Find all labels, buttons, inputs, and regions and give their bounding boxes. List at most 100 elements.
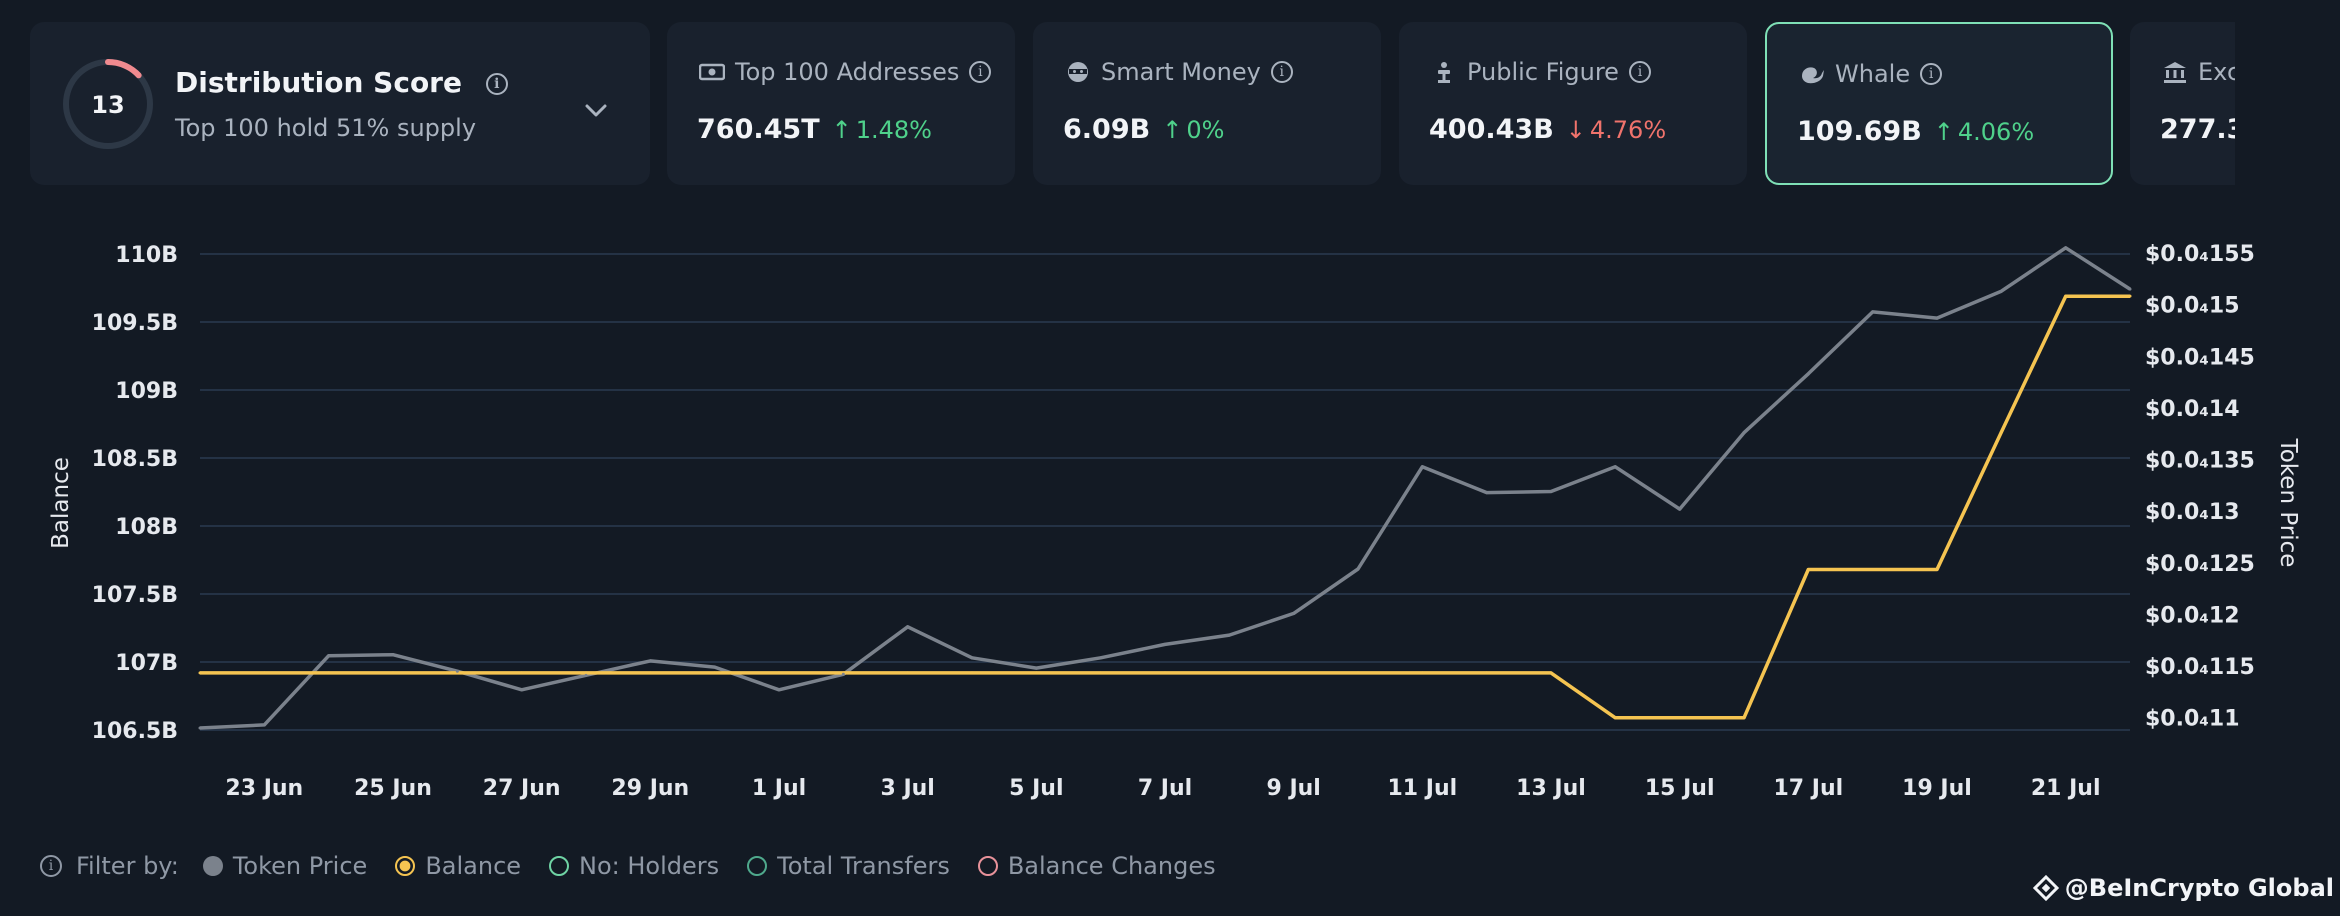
metric-label: Smart Money xyxy=(1101,58,1261,86)
distribution-score-subtitle: Top 100 hold 51% supply xyxy=(175,114,477,142)
filter-balance-changes[interactable]: Balance Changes xyxy=(977,852,1216,880)
filter-holders[interactable]: No: Holders xyxy=(549,852,719,880)
info-icon[interactable]: i xyxy=(969,61,992,83)
info-icon[interactable]: i xyxy=(1270,61,1293,83)
x-axis-tick-label: 13 Jul xyxy=(1516,776,1586,801)
filter-item-label: No: Holders xyxy=(579,852,720,880)
metric-value: 760.45T xyxy=(697,114,820,145)
balance-point xyxy=(2128,294,2132,298)
info-icon[interactable]: i xyxy=(1920,63,1943,85)
distribution-score-value: 13 xyxy=(91,91,124,119)
balance-point xyxy=(970,671,974,675)
info-icon[interactable]: i xyxy=(485,73,508,95)
metric-value-row: 6.09B ↑ 0% xyxy=(1063,114,1224,145)
token-price-point xyxy=(584,673,588,677)
token-price-point xyxy=(648,659,652,663)
balance-point xyxy=(713,671,717,675)
right-axis-label: Token Price xyxy=(2275,438,2301,568)
right-axis-tick-label: $0.0₄13 xyxy=(2145,500,2240,525)
bank-icon xyxy=(2162,59,2188,85)
left-axis-ticks: 110B 109.5B 109B 108.5B 108B 107.5B 107B 106.5B xyxy=(92,243,178,744)
balance-point xyxy=(262,671,266,675)
token-price-point xyxy=(841,672,845,676)
filter-balance[interactable]: Balance xyxy=(395,852,521,880)
token-price-point xyxy=(1292,611,1296,615)
metric-value: 109.69B xyxy=(1797,116,1922,147)
token-price-point xyxy=(1999,289,2003,293)
token-price-point xyxy=(1742,431,1746,435)
x-axis-tick-label: 29 Jun xyxy=(611,776,689,801)
right-axis-tick-label: $0.0₄155 xyxy=(2145,242,2255,267)
token-price-point xyxy=(1420,465,1424,469)
filter-token-price-dot xyxy=(202,856,223,876)
metric-label: Public Figure xyxy=(1467,58,1619,86)
right-axis-ticks: $0.0₄155 $0.0₄15 $0.0₄145 $0.0₄14 $0.0₄135 $0… xyxy=(2145,242,2255,732)
metric-header: Public Figure i xyxy=(1431,58,1651,86)
left-axis-label: Balance xyxy=(48,457,74,549)
x-axis-tick-label: 11 Jul xyxy=(1387,776,1457,801)
filter-balance-changes-dot xyxy=(977,856,998,876)
info-icon[interactable]: i xyxy=(1628,61,1651,83)
data-points xyxy=(198,246,2132,730)
metric-card-public-figure[interactable]: Public Figure i 400.43B ↓ 4.76% xyxy=(1399,22,1747,185)
x-axis-tick-label: 5 Jul xyxy=(1009,776,1063,801)
left-axis-tick-label: 109.5B xyxy=(92,311,178,336)
x-axis-tick-label: 9 Jul xyxy=(1266,776,1320,801)
filter-total-transfers-dot xyxy=(747,856,768,876)
distribution-score-card[interactable]: 13 Distribution Score i Top 100 hold 51%… xyxy=(30,22,650,185)
metric-card-top100[interactable]: Top 100 Addresses i 760.45T ↑ 1.48% xyxy=(667,22,1015,185)
arrow-up-icon: ↑ xyxy=(1162,115,1183,144)
arrow-down-icon: ↓ xyxy=(1565,115,1586,144)
balance-point xyxy=(198,671,202,675)
metric-label: Top 100 Addresses xyxy=(735,58,960,86)
whale-icon xyxy=(1799,61,1825,87)
filter-balance-dot xyxy=(395,856,416,876)
x-axis-ticks: 23 Jun 25 Jun 27 Jun 29 Jun 1 Jul 3 Jul 5 Jul 7… xyxy=(225,776,2100,801)
chevron-down-icon[interactable] xyxy=(585,104,607,118)
x-axis-tick-label: 23 Jun xyxy=(225,776,303,801)
left-axis-tick-label: 109B xyxy=(115,379,178,404)
info-icon[interactable]: i xyxy=(40,855,62,877)
token-price-point xyxy=(455,669,459,673)
ninja-icon xyxy=(1065,59,1091,85)
series-line-token-price xyxy=(199,246,2131,730)
token-price-point xyxy=(906,625,910,629)
token-price-point xyxy=(1034,666,1038,670)
left-axis-tick-label: 107B xyxy=(115,651,178,676)
x-axis-tick-label: 3 Jul xyxy=(880,776,934,801)
metric-card-whale[interactable]: Whale i 109.69B ↑ 4.06% xyxy=(1765,22,2113,185)
x-axis-tick-label: 1 Jul xyxy=(752,776,806,801)
balance-point xyxy=(1871,568,1875,572)
token-price-point xyxy=(713,665,717,669)
balance-point xyxy=(1292,671,1296,675)
metric-change: ↑ 1.48% xyxy=(832,116,932,144)
token-price-point xyxy=(2064,246,2068,250)
token-price-point xyxy=(777,688,781,692)
left-axis-tick-label: 110B xyxy=(115,243,178,268)
balance-point xyxy=(1227,671,1231,675)
metric-value-row: 760.45T ↑ 1.48% xyxy=(697,114,932,145)
balance-point xyxy=(1356,671,1360,675)
filter-item-label: Balance Changes xyxy=(1007,852,1216,880)
metric-change-value: 1.48% xyxy=(855,115,932,144)
balance-point xyxy=(1099,671,1103,675)
x-axis-tick-label: 21 Jul xyxy=(2031,776,2101,801)
metric-card-smart-money[interactable]: Smart Money i 6.09B ↑ 0% xyxy=(1033,22,1381,185)
metric-label: Whale xyxy=(1835,60,1911,88)
right-axis-tick-label: $0.0₄12 xyxy=(2145,603,2240,628)
metric-label: Exchange xyxy=(2198,58,2235,86)
metric-card-exchange-clip: Exchange 277.36T ↓2 xyxy=(2130,22,2235,185)
filter-token-price[interactable]: Token Price xyxy=(202,852,367,880)
metric-card-exchange[interactable]: Exchange 277.36T ↓2 xyxy=(2130,22,2235,185)
filter-total-transfers[interactable]: Total Transfers xyxy=(747,852,950,880)
filter-item-label: Balance xyxy=(425,852,522,880)
token-price-point xyxy=(198,726,202,730)
balance-point xyxy=(1742,716,1746,720)
metric-change: ↓ 4.76% xyxy=(1566,116,1666,144)
brand-text: @BeInCrypto Global xyxy=(2064,874,2334,902)
token-price-point xyxy=(1099,656,1103,660)
arrow-up-icon: ↑ xyxy=(831,115,852,144)
token-price-point xyxy=(1356,567,1360,571)
balance-point xyxy=(906,671,910,675)
token-price-point xyxy=(1678,507,1682,511)
